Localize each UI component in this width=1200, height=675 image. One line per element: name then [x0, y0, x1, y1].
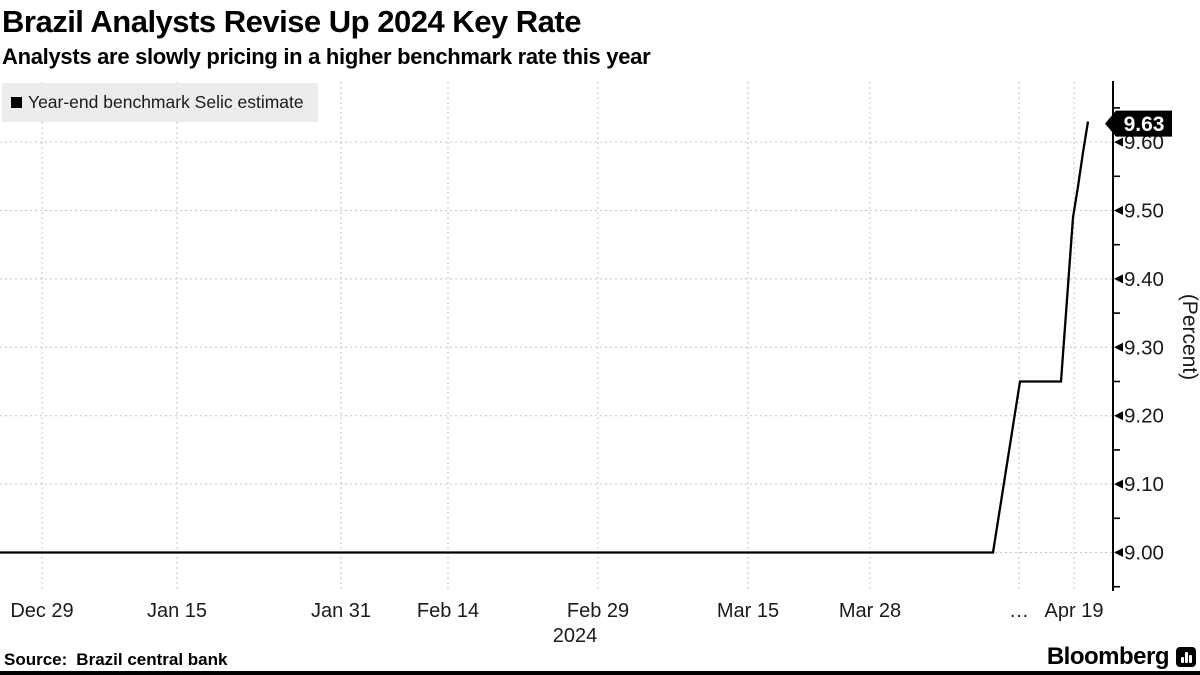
last-value-label: 9.63	[1124, 113, 1165, 136]
y-tick-arrow-icon	[1114, 137, 1123, 147]
y-tick-label: 9.00	[1124, 542, 1164, 565]
y-tick-label: 9.50	[1124, 200, 1164, 223]
series-line	[0, 121, 1090, 554]
source-line: Source: Brazil central bank	[4, 650, 227, 670]
y-tick-label: 9.30	[1124, 336, 1164, 359]
y-tick-label: 9.20	[1124, 405, 1164, 428]
y-tick-label: 9.60	[1124, 131, 1164, 154]
legend-box: Year-end benchmark Selic estimate	[2, 83, 318, 122]
x-tick-label: Apr 19	[1045, 600, 1104, 622]
y-tick-arrow-icon	[1114, 479, 1123, 489]
legend-label: Year-end benchmark Selic estimate	[28, 92, 304, 112]
chart-subtitle: Analysts are slowly pricing in a higher …	[2, 44, 651, 69]
y-tick-label: 9.10	[1124, 473, 1164, 496]
bloomberg-logo: Bloomberg	[1047, 643, 1196, 671]
x-tick-label: Jan 31	[311, 600, 371, 622]
y-tick-label: 9.40	[1124, 268, 1164, 291]
x-tick-label: Dec 29	[10, 600, 73, 622]
legend-marker-icon	[11, 97, 22, 108]
y-tick-arrow-icon	[1114, 274, 1123, 284]
y-axis-unit-label: (Percent)	[1178, 294, 1200, 380]
y-tick-arrow-icon	[1114, 548, 1123, 557]
x-tick-label: Feb 14	[417, 600, 479, 622]
bottom-bar	[0, 671, 1200, 675]
x-tick-label: …	[1009, 600, 1029, 622]
x-axis-year-label: 2024	[553, 625, 598, 647]
x-tick-label: Mar 28	[839, 600, 901, 622]
bloomberg-chart-icon	[1176, 647, 1196, 667]
x-tick-label: Mar 15	[717, 600, 779, 622]
y-tick-arrow-icon	[1114, 411, 1123, 421]
bloomberg-wordmark: Bloomberg	[1046, 643, 1170, 670]
source-text: Brazil central bank	[76, 650, 228, 669]
x-tick-label: Feb 29	[567, 600, 629, 622]
x-tick-label: Jan 15	[147, 600, 207, 622]
y-tick-arrow-icon	[1114, 206, 1123, 215]
source-label: Source:	[4, 650, 68, 669]
last-value-tag	[1105, 110, 1172, 137]
y-tick-arrow-icon	[1114, 342, 1123, 352]
page-title: Brazil Analysts Revise Up 2024 Key Rate	[2, 4, 581, 39]
